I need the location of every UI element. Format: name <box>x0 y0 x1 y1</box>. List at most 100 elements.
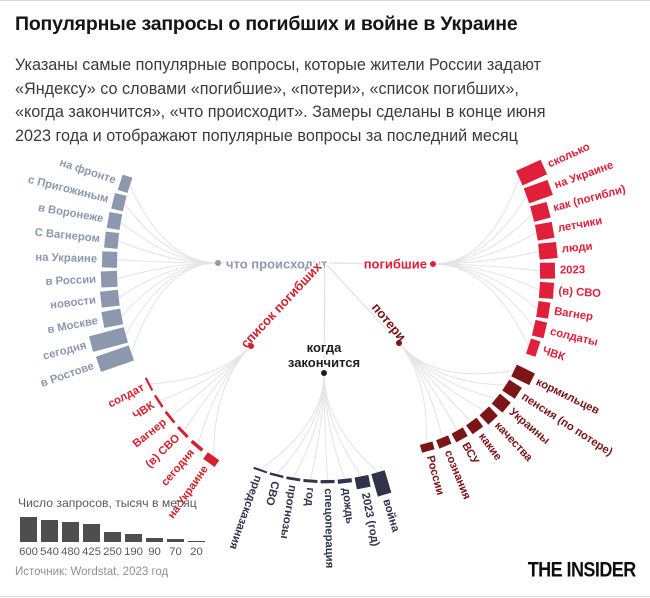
legend-bar-item <box>39 516 60 542</box>
top-border <box>0 0 650 1</box>
fan-bar <box>99 289 120 308</box>
tree-connectors <box>218 262 434 374</box>
fan-bar <box>253 466 268 474</box>
fan-bar <box>538 242 558 260</box>
fan-line <box>213 345 252 457</box>
legend-bar-item <box>165 516 186 542</box>
fan-hub-dot <box>215 260 221 266</box>
legend-bars <box>18 516 207 542</box>
fan-hub-dot <box>396 340 402 346</box>
legend-bar <box>167 539 184 542</box>
fan-bar <box>164 410 176 424</box>
the-insider-logo: THE INSIDER <box>527 558 637 582</box>
fan-item-label: 2023 <box>560 264 585 276</box>
fan-line <box>432 263 530 347</box>
fan-line <box>124 203 219 264</box>
fan-item-label: солдаты <box>549 326 599 349</box>
fan-line <box>260 372 325 470</box>
fan-head-label: список погибших <box>237 258 325 350</box>
fan-line <box>129 185 219 264</box>
fan-hub-dot <box>430 261 436 267</box>
fan-line <box>432 232 537 265</box>
subtitle: Указаны самые популярные вопросы, которы… <box>15 54 640 148</box>
fan-bar <box>419 441 435 453</box>
legend-bar <box>104 531 121 542</box>
legend-bar-item <box>60 516 81 542</box>
fan-bar <box>303 479 318 484</box>
fan-item-label: 2023 (год) <box>359 492 381 548</box>
fan-bar <box>111 192 127 212</box>
fan-item-label: ЧВК <box>131 400 157 423</box>
fan-line <box>125 262 219 336</box>
tree-line <box>250 262 326 347</box>
fan-bar <box>117 174 133 194</box>
fan-item-label: летчики <box>557 215 603 235</box>
fan-bar <box>354 474 371 490</box>
fan-bar <box>153 394 164 408</box>
fan-bar <box>95 345 134 372</box>
fan-line <box>398 342 443 438</box>
legend-bar <box>188 540 205 542</box>
fan-bar <box>502 379 522 399</box>
fan-line <box>398 342 515 375</box>
legend-bar-item <box>123 516 144 542</box>
legend-bar <box>125 534 142 542</box>
fan-bar <box>526 338 541 357</box>
fan-item-label: в Ростове <box>39 360 96 389</box>
legend-title: Число запросов, тысяч в месяц <box>18 496 197 510</box>
fan-item-label: ВСУ <box>459 441 481 468</box>
fan-item-label: в Москве <box>46 315 99 336</box>
fan-bar <box>515 159 548 186</box>
fan-item-label: предсказания <box>227 474 264 551</box>
fan-line <box>432 195 527 265</box>
fan-line <box>197 345 252 445</box>
fan-bar <box>176 425 189 439</box>
legend-bar-item <box>144 516 165 542</box>
fan-item-label: люди <box>561 241 593 256</box>
fan-item-label: на Украине <box>35 252 97 266</box>
legend-value: 600 <box>19 546 38 558</box>
subtitle-line: «Яндексу» со словами «погибшие», «потери… <box>15 79 519 98</box>
page-title: Популярные запросы о погибших и войне в … <box>15 13 518 35</box>
fan-bar <box>539 262 556 279</box>
fan-hub-dot <box>248 343 254 349</box>
legend-bar-item <box>18 516 39 542</box>
fan-bar <box>144 377 154 391</box>
bottom-border <box>0 596 650 597</box>
legend-bar-item <box>81 516 102 542</box>
fan-line <box>118 262 219 299</box>
fan-bar <box>523 179 553 204</box>
fan-line <box>323 372 379 473</box>
fan-item-label: Вагнер <box>553 306 594 324</box>
fan-head-label: что происходит <box>226 257 327 272</box>
fan-line <box>398 342 485 412</box>
fan-item-label: спецоперация <box>322 488 335 568</box>
fan-item-label: война <box>380 498 401 534</box>
fan-bar <box>536 301 551 319</box>
fan-head-label: потери <box>369 300 409 344</box>
fan-item-label: ЧВК <box>541 345 567 364</box>
fan-item-label: дождь <box>340 487 356 524</box>
fan-bar <box>531 319 548 339</box>
fan-line <box>130 262 219 354</box>
fan-bar <box>106 212 123 231</box>
fan-bar <box>337 478 352 484</box>
legend-value: 250 <box>103 546 122 558</box>
fan-bar <box>451 427 468 443</box>
fan-item-label: на фронте <box>58 157 117 187</box>
legend-bar-item <box>186 516 207 542</box>
legend: Число запросов, тысяч в месяц 600 540 480 4… <box>18 496 207 558</box>
legend-bar <box>62 522 79 542</box>
fan-bar <box>534 221 555 241</box>
fan-bar <box>466 417 484 435</box>
fan-bar <box>286 476 301 482</box>
fan-bar <box>436 435 452 449</box>
fan-item-label: СВО <box>263 480 281 507</box>
fan-head-label: когда закончится <box>288 340 360 370</box>
fan-bar <box>101 308 124 328</box>
legend-value: 20 <box>190 546 203 558</box>
legend-bar-item <box>102 516 123 542</box>
legend-bar <box>41 519 58 542</box>
